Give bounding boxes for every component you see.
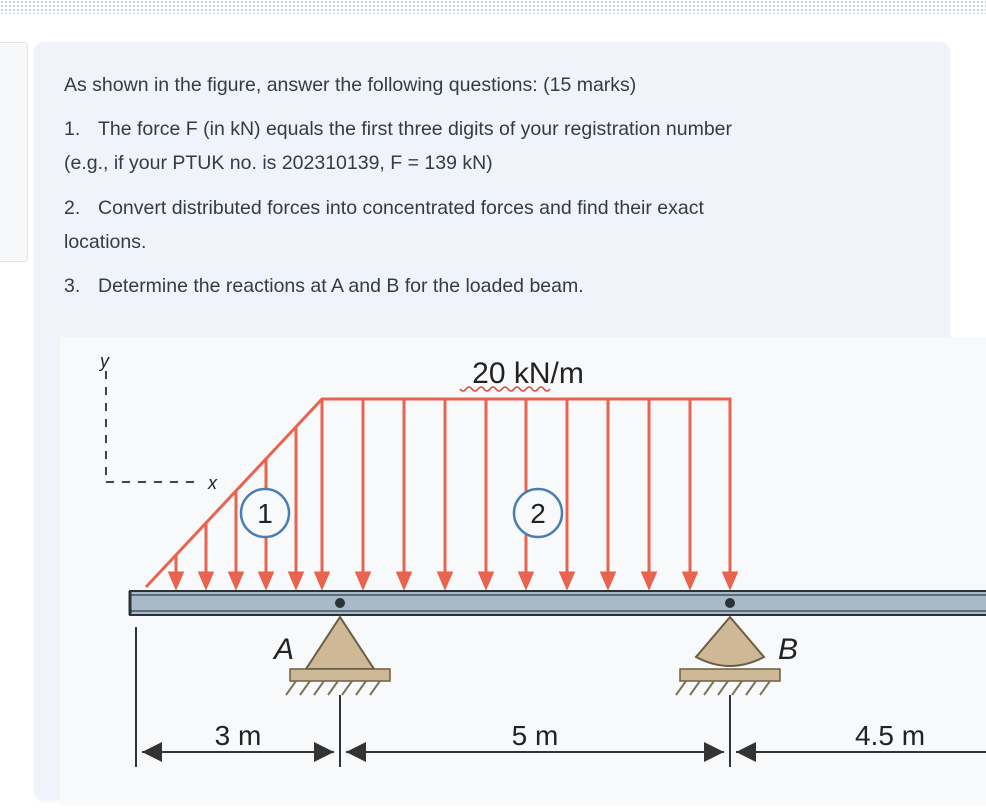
prompt-item2-line2: locations. (64, 227, 920, 257)
axis-frame: y x (98, 351, 218, 493)
beam (130, 591, 986, 615)
load-label: 20 kN/m (472, 357, 584, 390)
region-1-label: 1 (257, 498, 273, 529)
dim3-label: 4.5 m (855, 720, 925, 751)
item3-text-a: Determine the reactions at A and B for t… (98, 275, 584, 297)
support-B: B (676, 617, 798, 695)
prompt-item1-line2: (e.g., if your PTUK no. is 202310139, F … (64, 148, 920, 178)
support-B-label: B (778, 633, 798, 666)
dotted-border-top (0, 0, 986, 14)
axis-x-label: x (207, 473, 218, 493)
support-A: A (272, 617, 390, 695)
item2-number: 2. (64, 193, 98, 223)
dim1-label: 3 m (215, 720, 262, 751)
item2-text-a: Convert distributed forces into concentr… (98, 197, 704, 219)
region-circle-2: 2 (514, 489, 562, 537)
beam-diagram: y x 2 (60, 337, 986, 805)
pin-dot-A (335, 598, 345, 608)
prompt-item1-line1: 1.The force F (in kN) equals the first t… (64, 114, 920, 144)
item1-number: 1. (64, 114, 98, 144)
prompt-item2-line1: 2.Convert distributed forces into concen… (64, 193, 920, 223)
item3-number: 3. (64, 271, 98, 301)
support-A-label: A (272, 633, 294, 666)
region-circle-1: 1 (241, 489, 289, 537)
prompt-intro: As shown in the figure, answer the follo… (64, 70, 920, 100)
load-outline (146, 399, 730, 587)
dim2-label: 5 m (512, 720, 559, 751)
side-tab (0, 42, 28, 262)
pin-dot-B (725, 598, 735, 608)
item1-text-a: The force F (in kN) equals the first thr… (98, 118, 732, 140)
axis-y-label: y (98, 351, 110, 371)
prompt-item3: 3.Determine the reactions at A and B for… (64, 271, 920, 301)
region-2-label: 2 (530, 498, 546, 529)
